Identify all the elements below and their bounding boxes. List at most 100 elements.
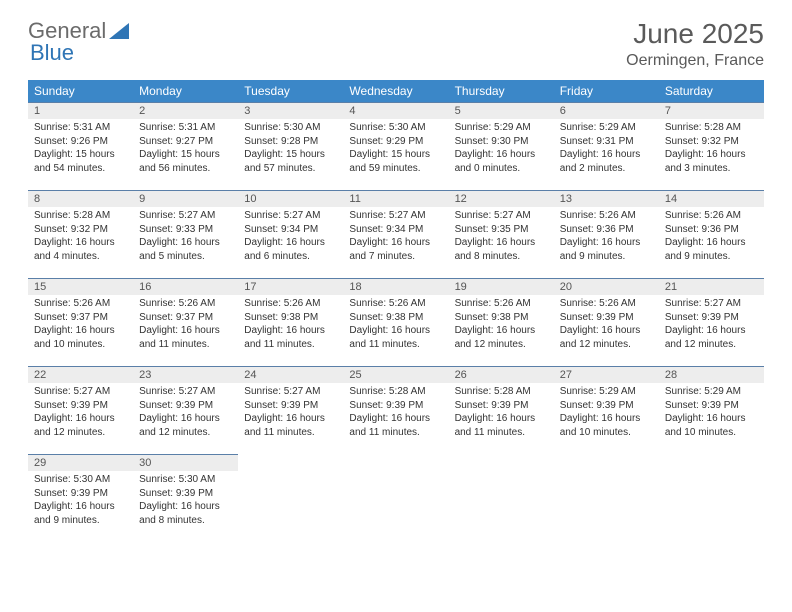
day-details: Sunrise: 5:28 AMSunset: 9:32 PMDaylight:…	[28, 207, 133, 267]
day-details: Sunrise: 5:28 AMSunset: 9:39 PMDaylight:…	[343, 383, 448, 443]
calendar-day-cell: 18Sunrise: 5:26 AMSunset: 9:38 PMDayligh…	[343, 278, 448, 366]
calendar-day-cell: 14Sunrise: 5:26 AMSunset: 9:36 PMDayligh…	[659, 190, 764, 278]
day-details: Sunrise: 5:27 AMSunset: 9:34 PMDaylight:…	[238, 207, 343, 267]
day-number: 15	[28, 278, 133, 295]
calendar-day-cell: 20Sunrise: 5:26 AMSunset: 9:39 PMDayligh…	[554, 278, 659, 366]
day-number: 29	[28, 454, 133, 471]
day-details: Sunrise: 5:27 AMSunset: 9:39 PMDaylight:…	[238, 383, 343, 443]
calendar-day-cell: 17Sunrise: 5:26 AMSunset: 9:38 PMDayligh…	[238, 278, 343, 366]
day-number: 4	[343, 102, 448, 119]
calendar-day-cell: 19Sunrise: 5:26 AMSunset: 9:38 PMDayligh…	[449, 278, 554, 366]
day-number: 8	[28, 190, 133, 207]
weekday-header-row: Sunday Monday Tuesday Wednesday Thursday…	[28, 80, 764, 102]
calendar-day-cell: 15Sunrise: 5:26 AMSunset: 9:37 PMDayligh…	[28, 278, 133, 366]
location-subtitle: Oermingen, France	[626, 52, 764, 70]
calendar-day-cell: 28Sunrise: 5:29 AMSunset: 9:39 PMDayligh…	[659, 366, 764, 454]
day-details: Sunrise: 5:28 AMSunset: 9:32 PMDaylight:…	[659, 119, 764, 179]
day-details: Sunrise: 5:31 AMSunset: 9:27 PMDaylight:…	[133, 119, 238, 179]
calendar-day-cell: 25Sunrise: 5:28 AMSunset: 9:39 PMDayligh…	[343, 366, 448, 454]
calendar-day-cell: 1Sunrise: 5:31 AMSunset: 9:26 PMDaylight…	[28, 102, 133, 190]
calendar-day-cell: 2Sunrise: 5:31 AMSunset: 9:27 PMDaylight…	[133, 102, 238, 190]
calendar-day-cell: 22Sunrise: 5:27 AMSunset: 9:39 PMDayligh…	[28, 366, 133, 454]
day-number: 1	[28, 102, 133, 119]
day-details: Sunrise: 5:27 AMSunset: 9:34 PMDaylight:…	[343, 207, 448, 267]
calendar-day-cell: 12Sunrise: 5:27 AMSunset: 9:35 PMDayligh…	[449, 190, 554, 278]
day-details: Sunrise: 5:30 AMSunset: 9:29 PMDaylight:…	[343, 119, 448, 179]
day-number: 2	[133, 102, 238, 119]
calendar-day-cell	[554, 454, 659, 542]
day-number: 19	[449, 278, 554, 295]
day-number: 27	[554, 366, 659, 383]
calendar-day-cell: 4Sunrise: 5:30 AMSunset: 9:29 PMDaylight…	[343, 102, 448, 190]
day-details: Sunrise: 5:30 AMSunset: 9:39 PMDaylight:…	[133, 471, 238, 531]
weekday-header: Tuesday	[238, 80, 343, 102]
day-details: Sunrise: 5:27 AMSunset: 9:39 PMDaylight:…	[133, 383, 238, 443]
day-details: Sunrise: 5:26 AMSunset: 9:38 PMDaylight:…	[343, 295, 448, 355]
calendar-day-cell: 6Sunrise: 5:29 AMSunset: 9:31 PMDaylight…	[554, 102, 659, 190]
calendar-day-cell: 16Sunrise: 5:26 AMSunset: 9:37 PMDayligh…	[133, 278, 238, 366]
calendar-day-cell: 3Sunrise: 5:30 AMSunset: 9:28 PMDaylight…	[238, 102, 343, 190]
calendar-day-cell: 7Sunrise: 5:28 AMSunset: 9:32 PMDaylight…	[659, 102, 764, 190]
calendar-day-cell: 8Sunrise: 5:28 AMSunset: 9:32 PMDaylight…	[28, 190, 133, 278]
day-number: 28	[659, 366, 764, 383]
calendar-day-cell	[343, 454, 448, 542]
day-details: Sunrise: 5:29 AMSunset: 9:39 PMDaylight:…	[554, 383, 659, 443]
weekday-header: Sunday	[28, 80, 133, 102]
calendar-day-cell	[449, 454, 554, 542]
calendar-day-cell: 29Sunrise: 5:30 AMSunset: 9:39 PMDayligh…	[28, 454, 133, 542]
calendar-day-cell: 11Sunrise: 5:27 AMSunset: 9:34 PMDayligh…	[343, 190, 448, 278]
calendar-day-cell: 5Sunrise: 5:29 AMSunset: 9:30 PMDaylight…	[449, 102, 554, 190]
day-details: Sunrise: 5:26 AMSunset: 9:37 PMDaylight:…	[133, 295, 238, 355]
day-number: 20	[554, 278, 659, 295]
calendar-week-row: 15Sunrise: 5:26 AMSunset: 9:37 PMDayligh…	[28, 278, 764, 366]
day-number: 5	[449, 102, 554, 119]
weekday-header: Friday	[554, 80, 659, 102]
day-details: Sunrise: 5:26 AMSunset: 9:37 PMDaylight:…	[28, 295, 133, 355]
calendar-day-cell: 9Sunrise: 5:27 AMSunset: 9:33 PMDaylight…	[133, 190, 238, 278]
day-number: 23	[133, 366, 238, 383]
title-block: June 2025 Oermingen, France	[626, 18, 764, 70]
day-details: Sunrise: 5:30 AMSunset: 9:39 PMDaylight:…	[28, 471, 133, 531]
calendar-day-cell	[238, 454, 343, 542]
day-details: Sunrise: 5:27 AMSunset: 9:39 PMDaylight:…	[659, 295, 764, 355]
calendar-day-cell: 10Sunrise: 5:27 AMSunset: 9:34 PMDayligh…	[238, 190, 343, 278]
day-number: 30	[133, 454, 238, 471]
calendar-week-row: 8Sunrise: 5:28 AMSunset: 9:32 PMDaylight…	[28, 190, 764, 278]
day-number: 24	[238, 366, 343, 383]
day-number: 9	[133, 190, 238, 207]
day-number: 7	[659, 102, 764, 119]
calendar-day-cell: 27Sunrise: 5:29 AMSunset: 9:39 PMDayligh…	[554, 366, 659, 454]
day-number: 25	[343, 366, 448, 383]
logo-text-2: Blue	[30, 40, 74, 66]
day-details: Sunrise: 5:28 AMSunset: 9:39 PMDaylight:…	[449, 383, 554, 443]
logo-triangle-icon	[109, 23, 129, 39]
day-details: Sunrise: 5:26 AMSunset: 9:36 PMDaylight:…	[659, 207, 764, 267]
day-details: Sunrise: 5:27 AMSunset: 9:35 PMDaylight:…	[449, 207, 554, 267]
calendar-day-cell: 24Sunrise: 5:27 AMSunset: 9:39 PMDayligh…	[238, 366, 343, 454]
weekday-header: Saturday	[659, 80, 764, 102]
day-details: Sunrise: 5:29 AMSunset: 9:39 PMDaylight:…	[659, 383, 764, 443]
calendar-table: Sunday Monday Tuesday Wednesday Thursday…	[28, 80, 764, 542]
day-number: 13	[554, 190, 659, 207]
day-number: 22	[28, 366, 133, 383]
day-number: 17	[238, 278, 343, 295]
calendar-week-row: 29Sunrise: 5:30 AMSunset: 9:39 PMDayligh…	[28, 454, 764, 542]
day-number: 6	[554, 102, 659, 119]
day-details: Sunrise: 5:31 AMSunset: 9:26 PMDaylight:…	[28, 119, 133, 179]
calendar-week-row: 22Sunrise: 5:27 AMSunset: 9:39 PMDayligh…	[28, 366, 764, 454]
day-number: 10	[238, 190, 343, 207]
calendar-week-row: 1Sunrise: 5:31 AMSunset: 9:26 PMDaylight…	[28, 102, 764, 190]
day-details: Sunrise: 5:26 AMSunset: 9:36 PMDaylight:…	[554, 207, 659, 267]
weekday-header: Wednesday	[343, 80, 448, 102]
day-number: 18	[343, 278, 448, 295]
calendar-day-cell: 13Sunrise: 5:26 AMSunset: 9:36 PMDayligh…	[554, 190, 659, 278]
day-number: 21	[659, 278, 764, 295]
day-number: 26	[449, 366, 554, 383]
day-details: Sunrise: 5:29 AMSunset: 9:31 PMDaylight:…	[554, 119, 659, 179]
weekday-header: Monday	[133, 80, 238, 102]
day-number: 14	[659, 190, 764, 207]
day-details: Sunrise: 5:30 AMSunset: 9:28 PMDaylight:…	[238, 119, 343, 179]
calendar-day-cell: 21Sunrise: 5:27 AMSunset: 9:39 PMDayligh…	[659, 278, 764, 366]
day-number: 16	[133, 278, 238, 295]
calendar-day-cell: 23Sunrise: 5:27 AMSunset: 9:39 PMDayligh…	[133, 366, 238, 454]
